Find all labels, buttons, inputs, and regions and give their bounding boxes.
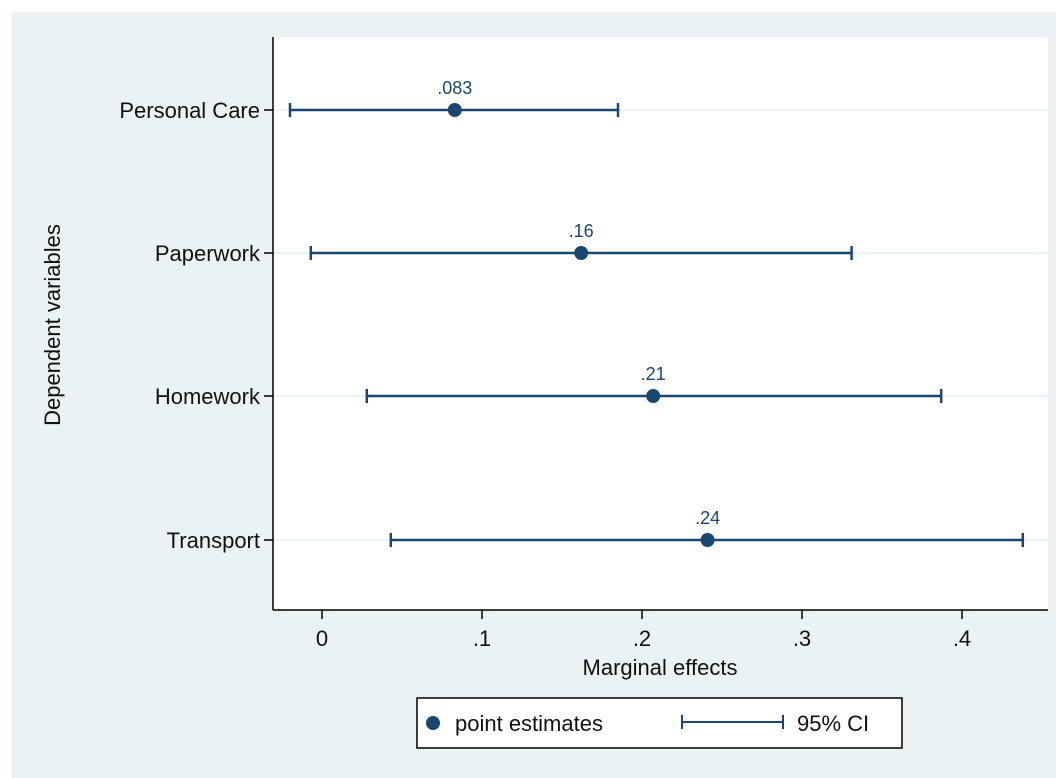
legend-box [416, 697, 903, 749]
legend-point-label: point estimates [455, 711, 603, 736]
legend-point-marker [426, 716, 440, 730]
x-tick-label: 0 [316, 626, 328, 651]
x-tick-label: .4 [953, 626, 971, 651]
point-estimate [574, 246, 589, 260]
legend-ci-label: 95% CI [797, 711, 869, 736]
y-axis-title: Dependent variables [40, 224, 65, 426]
outer-white-strip [0, 0, 1056, 12]
legend: point estimates 95% CI [416, 697, 903, 749]
point-estimates: .083 .16 .21 .24 [437, 78, 720, 547]
point-estimate-label: .083 [437, 78, 472, 98]
y-axis-ticks: Personal Care Paperwork Homework Transport [119, 98, 273, 553]
axes [272, 37, 1048, 611]
y-tick-label: Transport [167, 528, 260, 553]
legend-ci-marker [681, 715, 784, 729]
x-tick-label: .3 [793, 626, 811, 651]
x-axis-ticks: 0 .1 .2 .3 .4 [316, 610, 971, 651]
x-tick-label: .1 [473, 626, 491, 651]
point-estimate-label: .24 [695, 508, 720, 528]
y-tick-label: Paperwork [155, 241, 261, 266]
plot-area [273, 37, 1048, 610]
point-estimate-label: .21 [641, 364, 666, 384]
point-estimate [700, 533, 715, 547]
point-estimate [447, 103, 462, 117]
y-tick-label: Homework [155, 384, 261, 409]
point-estimate [646, 389, 661, 403]
outer-white-strip-left [0, 0, 12, 778]
y-tick-label: Personal Care [119, 98, 260, 123]
point-estimate-label: .16 [569, 221, 594, 241]
x-tick-label: .2 [633, 626, 651, 651]
x-axis-title: Marginal effects [583, 655, 738, 680]
